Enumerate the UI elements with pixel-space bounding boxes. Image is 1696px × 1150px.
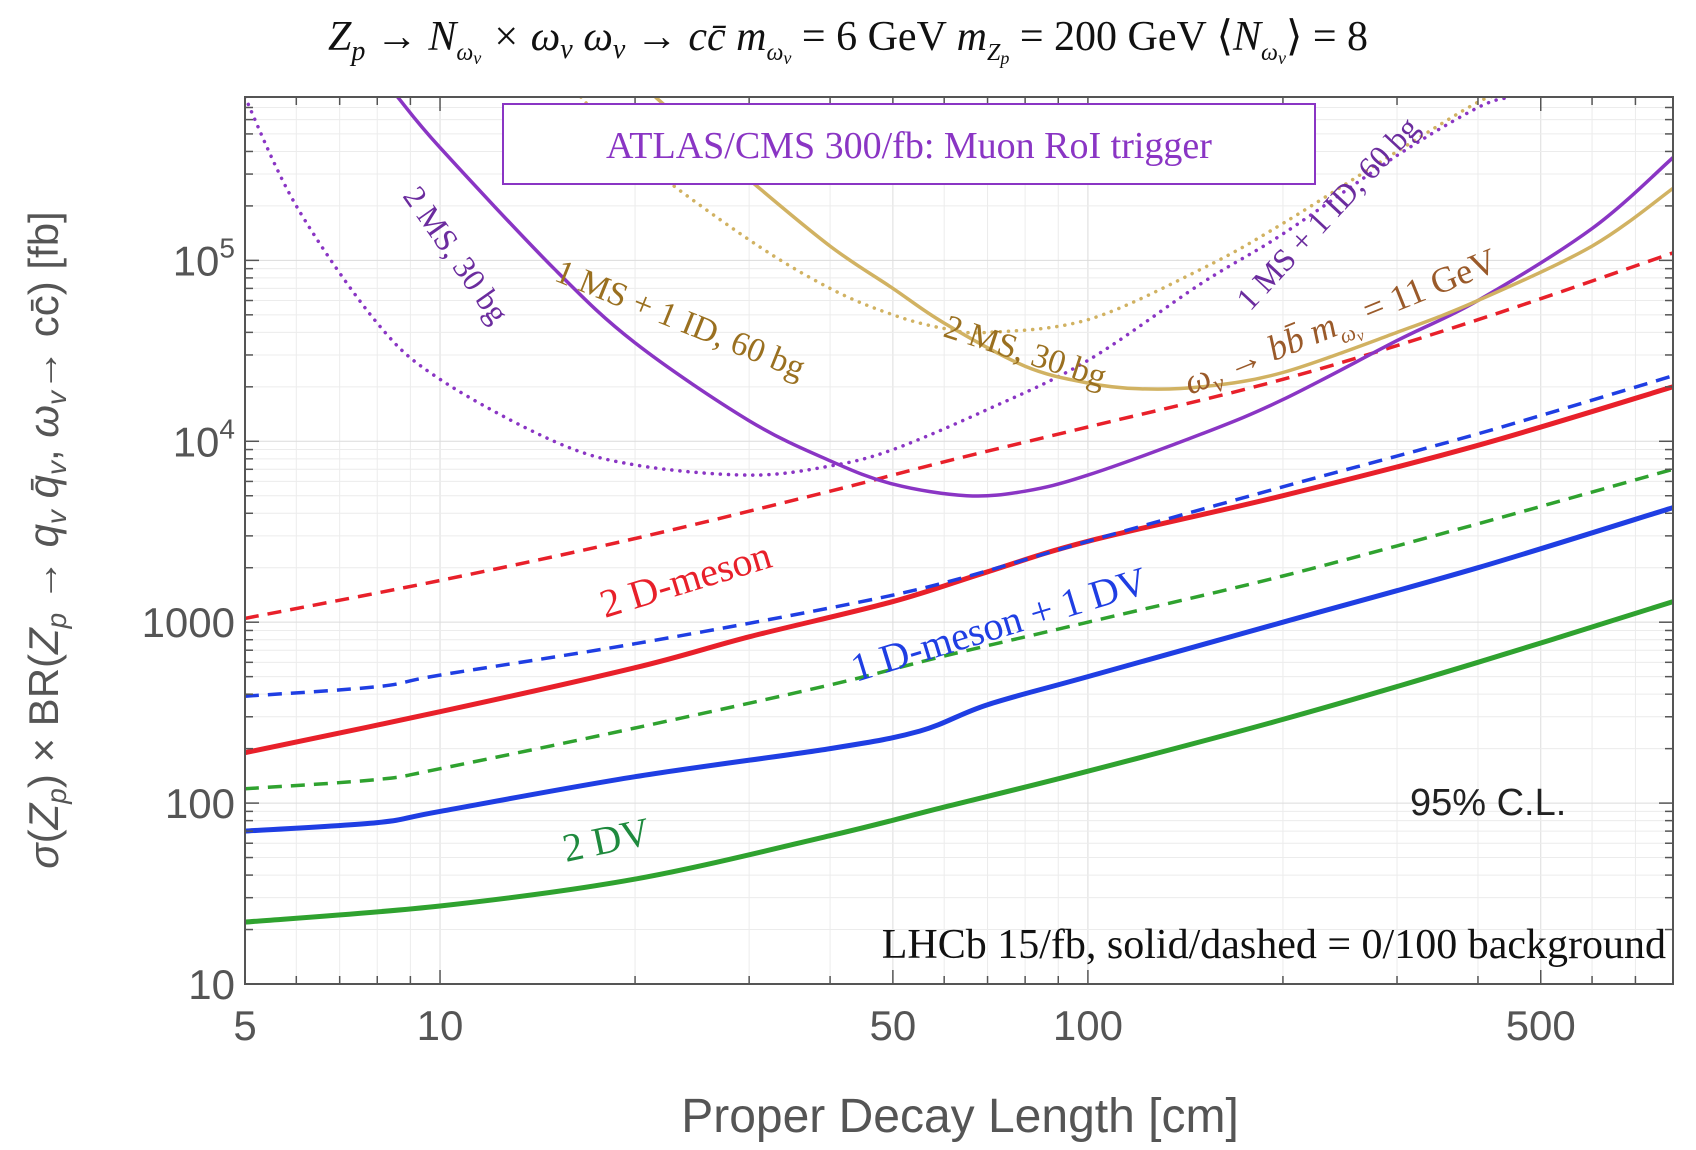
annotation-cl: 95% C.L. (1410, 782, 1566, 824)
ticks (244, 96, 1674, 985)
y-tick-label: 100 (165, 780, 235, 827)
plot-area (245, 97, 1673, 984)
plot-frame (244, 96, 1674, 985)
series-line-9 (654, 97, 1673, 391)
x-tick-label: 50 (870, 1002, 917, 1049)
series-line-1 (245, 384, 1673, 756)
legend-box-text: ATLAS/CMS 300/fb: Muon RoI trigger (606, 125, 1212, 167)
series-line-3 (245, 505, 1673, 834)
y-tick-label: 105 (173, 232, 235, 284)
series-line-8 (579, 97, 1501, 335)
series-line-0 (245, 251, 1673, 621)
y-tick-label: 10 (188, 961, 235, 1008)
annotation-lhcb: LHCb 15/fb, solid/dashed = 0/100 backgro… (882, 922, 1666, 968)
series-line-6 (396, 97, 1673, 498)
x-tick-label: 100 (1053, 1002, 1123, 1049)
x-tick-label: 5 (233, 1002, 256, 1049)
chart-title: Zp → Nωv × ωv ωv → cc̄ mωv = 6 GeV mZp =… (328, 14, 1368, 68)
x-axis-label: Proper Decay Length [cm] (681, 1090, 1239, 1143)
series-line-5 (245, 599, 1673, 925)
legend-box (502, 103, 1316, 185)
series-group (245, 97, 1673, 925)
x-tick-label: 500 (1506, 1002, 1576, 1049)
x-tick-label: 10 (417, 1002, 464, 1049)
y-tick-label: 104 (173, 413, 235, 465)
y-tick-label: 1000 (142, 599, 235, 646)
y-axis-label: σ(Zp) × BR(Zp → qv q̄v, ωv→ cc̄) [fb] (20, 211, 72, 868)
